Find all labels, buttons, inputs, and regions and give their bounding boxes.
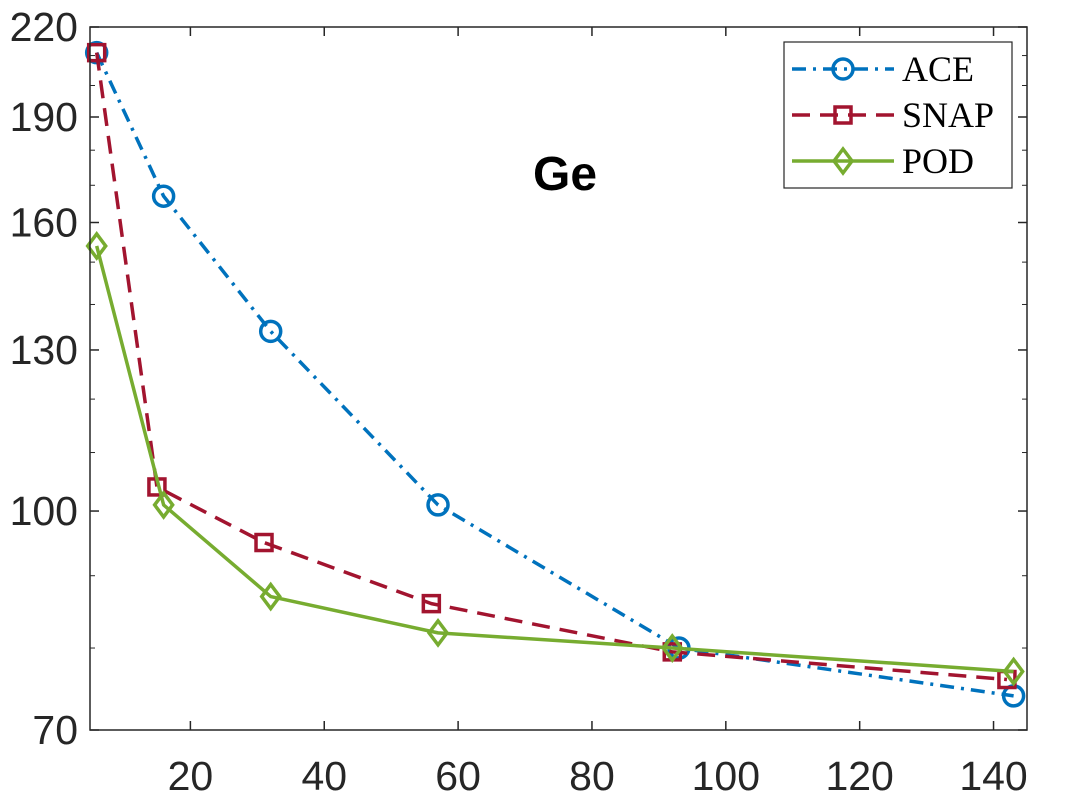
y-tick-label: 100 (10, 488, 78, 534)
data-point-pod (152, 490, 175, 520)
y-tick-label: 130 (10, 327, 78, 373)
series-line-pod (94, 245, 1014, 674)
legend: ACE SNAP POD (783, 41, 1013, 189)
data-point-pod (259, 581, 282, 612)
axes-frame (89, 26, 1028, 731)
x-tick-label: 140 (959, 753, 1027, 799)
y-tick-label: 160 (10, 199, 78, 245)
data-point-ace (151, 184, 176, 208)
data-point-pod (426, 617, 450, 648)
chart-title: Ge (533, 148, 597, 201)
x-tick-label: 80 (569, 753, 615, 799)
x-tick-label: 20 (168, 753, 214, 799)
y-tick-label: 190 (10, 94, 78, 140)
legend-marker-ace (831, 57, 855, 81)
legend-label-pod: POD (902, 141, 974, 181)
y-tick-label: 220 (10, 4, 78, 50)
legend-marker-pod (831, 146, 855, 176)
data-point-ace (426, 493, 450, 517)
series-line-snap (94, 52, 1008, 682)
data-point-ace (258, 319, 283, 344)
x-tick-label: 40 (301, 753, 347, 799)
legend-label-snap: SNAP (902, 95, 994, 135)
data-point-snap (254, 532, 274, 553)
data-point-snap (421, 593, 442, 614)
data-point-pod (1002, 656, 1025, 687)
minor-ticks (90, 55, 1027, 649)
data-point-snap (86, 42, 107, 63)
tick-layer: 20 40 60 80 100 120 140 70 100 130 160 190 220 (10, 4, 1028, 799)
y-tick-label: 70 (32, 707, 78, 753)
x-tick-label: 120 (825, 753, 893, 799)
axes-box (89, 26, 1028, 731)
series-layer (84, 40, 1026, 708)
legend-label-ace: ACE (902, 49, 974, 89)
x-tick-label: 100 (692, 753, 760, 799)
series-pod (85, 231, 1025, 687)
data-point-pod (661, 633, 684, 663)
legend-marker-snap (833, 105, 853, 125)
x-tick-label: 60 (435, 753, 481, 799)
